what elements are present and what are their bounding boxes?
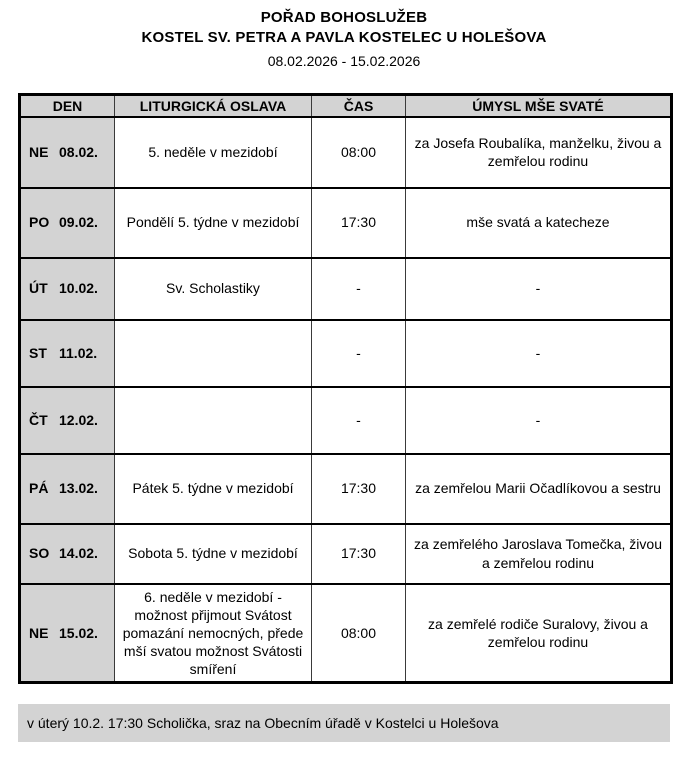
time-cell: 17:30	[311, 522, 406, 584]
day-cell: PO 09.02.	[19, 186, 115, 258]
day-date: 15.02.	[59, 624, 98, 641]
day-abbr: ST	[29, 344, 47, 361]
table-row: SO 14.02. Sobota 5. týdne v mezidobí 17:30 z…	[19, 522, 672, 584]
day-date: 08.02.	[59, 143, 98, 160]
day-cell: SO 14.02.	[19, 522, 115, 584]
table-row: ÚT 10.02. Sv. Scholastiky - -	[19, 256, 672, 320]
column-header-1: LITURGICKÁ OSLAVA	[114, 94, 312, 118]
day-cell: ČT 12.02.	[19, 385, 115, 454]
time-cell: 08:00	[311, 115, 406, 188]
column-header-3: ÚMYSL MŠE SVATÉ	[405, 94, 672, 118]
intention-cell: -	[405, 256, 672, 320]
day-date: 12.02.	[59, 411, 98, 428]
time-cell: 17:30	[311, 186, 406, 258]
schedule-table: DEN LITURGICKÁ OSLAVA ČAS ÚMYSL MŠE SVATÉ N…	[18, 92, 673, 685]
table-row: PÁ 13.02. Pátek 5. týdne v mezidobí 17:30 za…	[19, 452, 672, 524]
celebration-cell: Pondělí 5. týdne v mezidobí	[114, 186, 312, 258]
intention-cell: -	[405, 385, 672, 454]
intention-cell: za zemřelého Jaroslava Tomečka, živou a …	[405, 522, 672, 584]
footer-note: v úterý 10.2. 17:30 Scholička, sraz na O…	[27, 715, 499, 732]
day-cell: NE 15.02.	[19, 582, 115, 683]
intention-cell: -	[405, 318, 672, 387]
column-header-2: ČAS	[311, 94, 406, 118]
intention-cell: za zemřelé rodiče Suralovy, živou a zemř…	[405, 582, 672, 683]
page-subtitle: KOSTEL SV. PETRA A PAVLA KOSTELEC U HOLE…	[141, 29, 547, 47]
footer-note-bar: v úterý 10.2. 17:30 Scholička, sraz na O…	[18, 704, 670, 743]
celebration-cell: Sobota 5. týdne v mezidobí	[114, 522, 312, 584]
table-row: ST 11.02. - -	[19, 318, 672, 387]
schedule-table-wrapper: DEN LITURGICKÁ OSLAVA ČAS ÚMYSL MŠE SVATÉ N…	[18, 92, 673, 685]
time-cell: -	[311, 385, 406, 454]
time-cell: -	[311, 256, 406, 320]
celebration-cell: Pátek 5. týdne v mezidobí	[114, 452, 312, 524]
intention-cell: za zemřelou Marii Očadlíkovou a sestru	[405, 452, 672, 524]
celebration-cell	[114, 385, 312, 454]
date-range: 08.02.2026 - 15.02.2026	[267, 52, 421, 69]
time-cell: 08:00	[311, 582, 406, 683]
time-cell: -	[311, 318, 406, 387]
day-date: 09.02.	[59, 214, 98, 231]
time-cell: 17:30	[311, 452, 406, 524]
day-abbr: PÁ	[29, 480, 49, 497]
day-cell: ÚT 10.02.	[19, 256, 115, 320]
intention-cell: mše svatá a katecheze	[405, 186, 672, 258]
day-abbr: NE	[29, 143, 49, 160]
day-abbr: ÚT	[29, 280, 48, 297]
day-date: 11.02.	[59, 344, 98, 361]
table-row: NE 15.02. 6. neděle v mezidobí - možnost p…	[19, 582, 672, 683]
day-abbr: ČT	[29, 411, 48, 428]
table-row: ČT 12.02. - -	[19, 385, 672, 454]
day-cell: PÁ 13.02.	[19, 452, 115, 524]
table-header-row: DEN LITURGICKÁ OSLAVA ČAS ÚMYSL MŠE SVATÉ	[19, 94, 672, 118]
page-title: POŘAD BOHOSLUŽEB	[260, 9, 428, 26]
day-date: 14.02.	[59, 545, 98, 562]
day-cell: ST 11.02.	[19, 318, 115, 387]
day-abbr: SO	[29, 545, 50, 562]
table-row: PO 09.02. Pondělí 5. týdne v mezidobí 17:30…	[19, 186, 672, 258]
celebration-cell: 6. neděle v mezidobí - možnost přijmout …	[114, 582, 312, 683]
day-date: 13.02.	[59, 480, 98, 497]
intention-cell: za Josefa Roubalíka, manželku, živou a z…	[405, 115, 672, 188]
celebration-cell	[114, 318, 312, 387]
column-header-0: DEN	[19, 94, 115, 118]
celebration-cell: 5. neděle v mezidobí	[114, 115, 312, 188]
table-row: NE 08.02. 5. neděle v mezidobí 08:00 za Jose…	[19, 115, 672, 188]
day-abbr: PO	[29, 214, 50, 231]
day-cell: NE 08.02.	[19, 115, 115, 188]
day-date: 10.02.	[59, 280, 98, 297]
document-header: POŘAD BOHOSLUŽEB KOSTEL SV. PETRA A PAVL…	[0, 8, 688, 69]
celebration-cell: Sv. Scholastiky	[114, 256, 312, 320]
day-abbr: NE	[29, 624, 49, 641]
